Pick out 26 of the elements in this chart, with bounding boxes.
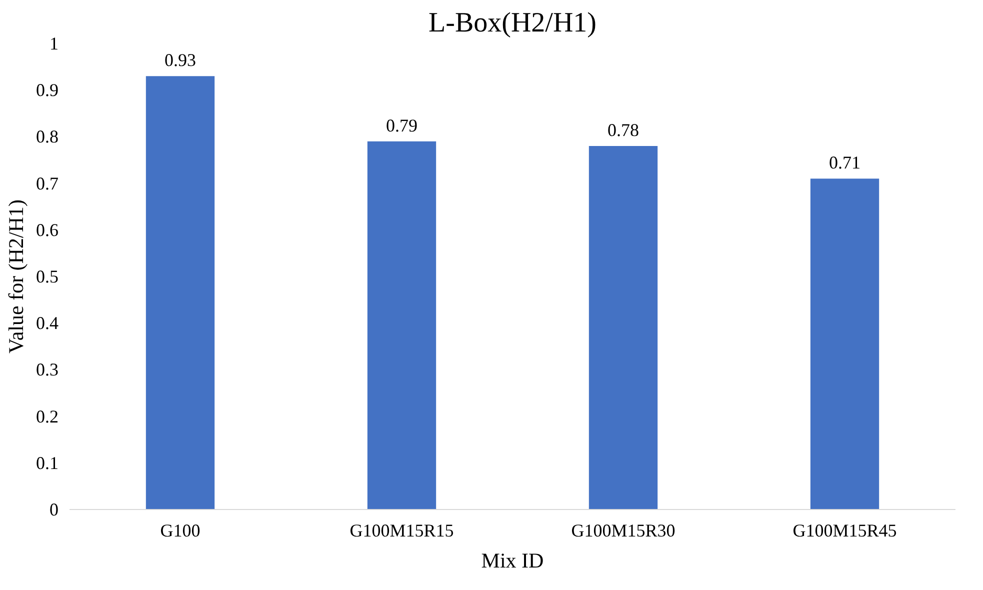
y-tick-label: 0.1 — [36, 452, 58, 473]
y-tick-label: 0.8 — [36, 126, 58, 147]
y-tick-label: 0.7 — [36, 173, 58, 194]
x-tick-label: G100M15R30 — [571, 520, 676, 540]
y-tick-label: 1 — [50, 34, 58, 54]
y-tick-label: 0.9 — [36, 80, 58, 100]
chart-title: L-Box(H2/H1) — [428, 8, 596, 38]
y-axis-title: Value for (H2/H1) — [4, 200, 28, 354]
y-tick-label: 0.4 — [36, 313, 58, 334]
bar — [146, 76, 215, 510]
y-tick-label: 0.6 — [36, 220, 58, 240]
x-tick-label: G100M15R15 — [350, 520, 454, 540]
data-label: 0.71 — [829, 152, 860, 173]
x-tick-label: G100 — [160, 520, 200, 540]
y-tick-label: 0 — [50, 500, 58, 520]
y-tick-label: 0.3 — [36, 360, 58, 380]
data-label: 0.93 — [164, 50, 196, 70]
x-axis-title: Mix ID — [481, 548, 544, 572]
y-tick-label: 0.5 — [36, 266, 58, 286]
bar — [367, 141, 436, 510]
data-label: 0.79 — [386, 115, 418, 136]
x-tick-label: G100M15R45 — [792, 520, 897, 540]
data-label: 0.78 — [608, 120, 639, 140]
bar — [588, 146, 658, 510]
bar — [810, 178, 880, 510]
y-tick-label: 0.2 — [36, 406, 58, 426]
